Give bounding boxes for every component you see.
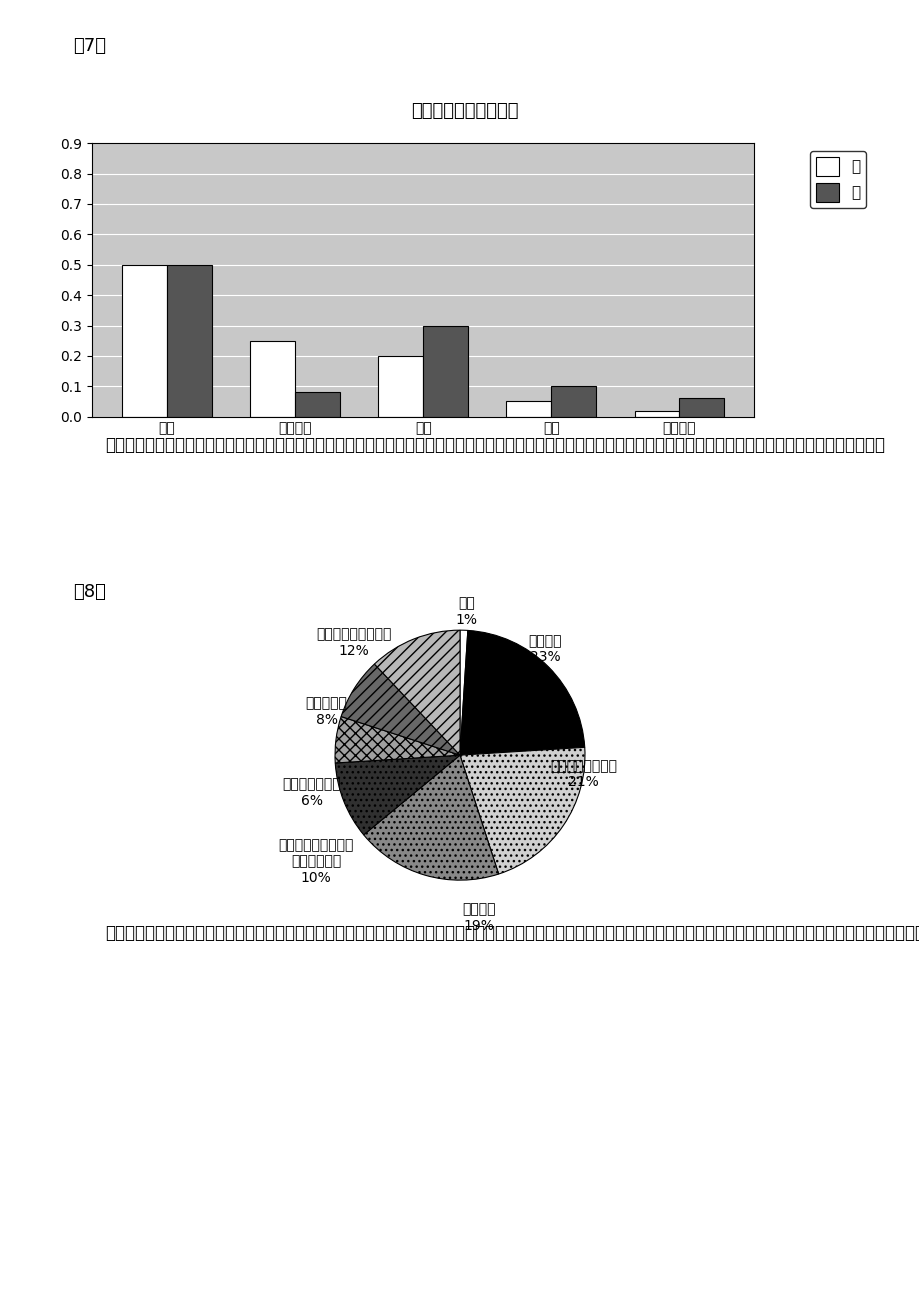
Wedge shape <box>460 630 468 755</box>
Bar <box>550 387 596 417</box>
Wedge shape <box>374 630 460 755</box>
Text: 没有好的创业方向，
开拓市场困难
10%: 没有好的创业方向， 开拓市场困难 10% <box>278 838 354 884</box>
Text: 缺乏人才和核心技术
12%: 缺乏人才和核心技术 12% <box>315 628 391 658</box>
Bar <box>679 398 723 417</box>
Text: 缺乏社会关系经验
21%: 缺乏社会关系经验 21% <box>550 759 617 789</box>
Wedge shape <box>341 664 460 755</box>
Bar <box>423 326 468 417</box>
Text: 从具体数据中可以得出，目前占一半的大学生都更倾向于毕业后直接选择企业单位就业，其余受访者中男学生比较乐于尝试自主创业而大部分女生表示会选择在毕业后继续深造；: 从具体数据中可以得出，目前占一半的大学生都更倾向于毕业后直接选择企业单位就业，其… <box>105 436 884 454</box>
Text: 对于大学生而言，想要自主创业，显而易见开头是最困难的，很多同学都十分看重经验的积累，我们也可以认为，正是大学生清楚地认识到了自主创业的过程中经验的重要性，所以相: 对于大学生而言，想要自主创业，显而易见开头是最困难的，很多同学都十分看重经验的积… <box>105 924 919 943</box>
Wedge shape <box>335 755 460 835</box>
Text: 资金不足
19%: 资金不足 19% <box>461 902 495 932</box>
Bar <box>250 341 295 417</box>
Wedge shape <box>460 630 584 755</box>
Text: 大学生毕业后去向安排: 大学生毕业后去向安排 <box>411 102 517 120</box>
Text: （7）: （7） <box>74 36 107 55</box>
Text: 其他
1%: 其他 1% <box>455 596 477 626</box>
Bar <box>295 392 339 417</box>
Text: 亲人的反对
8%: 亲人的反对 8% <box>305 697 347 727</box>
Legend: 男, 女: 男, 女 <box>809 151 865 208</box>
Bar <box>378 355 423 417</box>
Wedge shape <box>363 755 498 880</box>
Bar <box>166 264 211 417</box>
Wedge shape <box>335 716 460 763</box>
Bar <box>634 410 679 417</box>
Bar <box>122 264 166 417</box>
Text: 经验不足
23%: 经验不足 23% <box>528 634 562 664</box>
Bar <box>506 401 550 417</box>
Wedge shape <box>460 747 584 874</box>
Text: 要考虑继续深造
6%: 要考虑继续深造 6% <box>282 777 341 807</box>
Text: （8）: （8） <box>74 583 107 602</box>
